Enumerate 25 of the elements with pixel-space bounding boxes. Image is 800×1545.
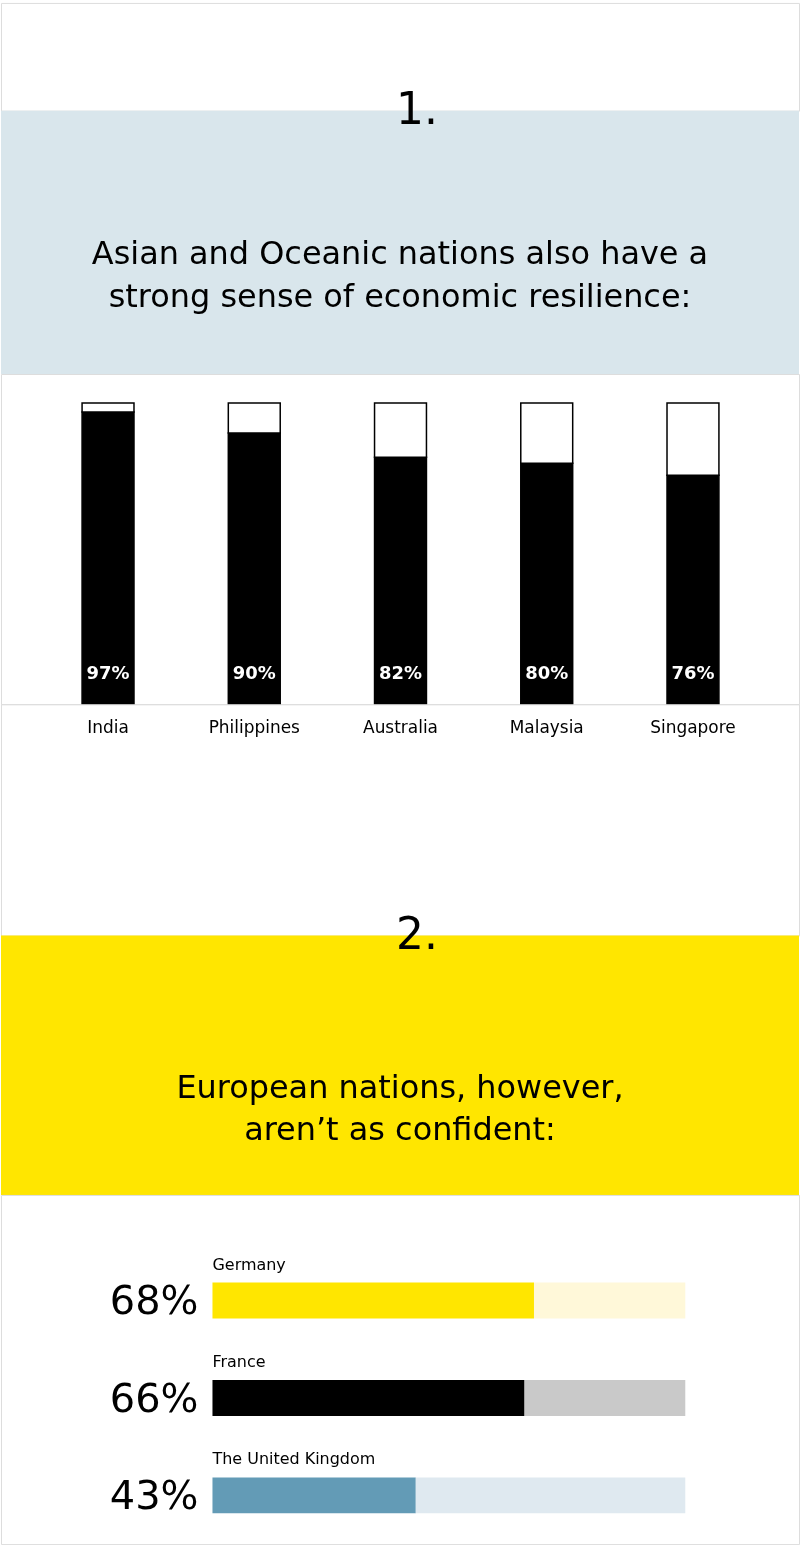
bar [212,1379,525,1416]
x-tick-label: Malaysia [509,716,584,737]
x-tick-label: India [87,716,129,737]
bar [212,1477,416,1514]
data-label: 97% [86,662,130,684]
bar [533,1282,686,1319]
chart-title: Asian and Oceanic nations also have a strong sense of economic resilience: [91,234,709,316]
y-tick-label: Germany [212,1254,286,1274]
bar [524,1379,686,1416]
data-label: 82% [379,662,422,684]
data-label: 66% [109,1374,199,1421]
data-label: 43% [109,1472,199,1519]
data-label: 90% [232,662,276,684]
y-tick-label: France [212,1352,266,1372]
y-tick-label: The United Kingdom [211,1449,376,1469]
x-tick-label: Australia [363,716,438,737]
x-tick-label: Singapore [650,716,736,737]
chart-title: European nations, however, aren’t as confident: [176,1068,624,1149]
bar [212,1282,534,1319]
data-label: 68% [109,1277,199,1324]
x-tick-label: Philippines [208,716,300,737]
bar [415,1477,686,1514]
data-label: 80% [525,662,569,684]
data-label: 76% [671,662,715,684]
text: 1. [396,82,438,134]
